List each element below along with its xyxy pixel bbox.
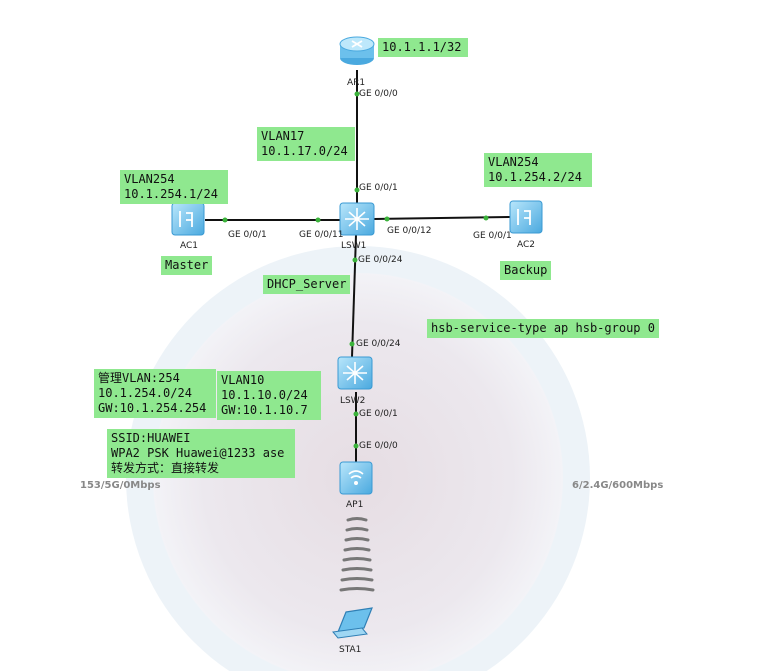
ac-icon-ac2[interactable] xyxy=(509,200,543,234)
port-label-ac1: GE 0/0/1 xyxy=(228,230,267,240)
port-label-ap1-up: GE 0/0/0 xyxy=(359,441,398,451)
port-label-ac2: GE 0/0/1 xyxy=(473,231,512,241)
laptop-icon[interactable] xyxy=(332,607,373,639)
port-label-lsw2-up: GE 0/0/24 xyxy=(356,339,401,349)
port-label-lsw1-left: GE 0/0/11 xyxy=(299,230,344,240)
link-lsw1-lsw2 xyxy=(351,234,357,358)
device-label-ac2: AC2 xyxy=(517,240,536,250)
device-label-ar1: AR1 xyxy=(347,78,366,88)
coverage-rate-right: 6/2.4G/600Mbps xyxy=(572,480,664,491)
note-mgmt-vlan: 管理VLAN:254 10.1.254.0/24 GW:10.1.254.254 xyxy=(94,369,216,418)
note-ssid: SSID:HUAWEI WPA2 PSK Huawei@1233 ase 转发方… xyxy=(107,429,295,478)
note-backup: Backup xyxy=(500,261,552,280)
note-hsb: hsb-service-type ap hsb-group 0 xyxy=(427,319,659,338)
port-label-lsw1-up: GE 0/0/1 xyxy=(359,183,398,193)
ap-icon[interactable] xyxy=(339,461,373,495)
switch-icon-lsw2[interactable] xyxy=(337,356,373,390)
device-label-ac1: AC1 xyxy=(180,241,199,251)
ac-icon-ac1[interactable] xyxy=(171,202,205,236)
note-ac1-vlan: VLAN254 10.1.254.1/24 xyxy=(120,170,228,204)
coverage-rate-left: 153/5G/0Mbps xyxy=(80,480,161,491)
note-vlan10: VLAN10 10.1.10.0/24 GW:10.1.10.7 xyxy=(217,371,321,420)
device-label-lsw1: LSW1 xyxy=(341,241,367,251)
device-label-ap1: AP1 xyxy=(346,500,364,510)
note-ac2-vlan: VLAN254 10.1.254.2/24 xyxy=(484,153,592,187)
note-ar1-ip: 10.1.1.1/32 xyxy=(378,38,468,57)
switch-icon-lsw1[interactable] xyxy=(339,202,375,236)
note-master: Master xyxy=(161,256,213,275)
link-lsw1-ac2 xyxy=(373,216,511,220)
port-label-lsw2-down: GE 0/0/1 xyxy=(359,409,398,419)
port-dots xyxy=(222,91,489,449)
router-icon[interactable] xyxy=(339,36,375,65)
port-label-lsw1-down: GE 0/0/24 xyxy=(358,255,403,265)
wireless-signal xyxy=(339,517,375,592)
port-label-lsw1-right: GE 0/0/12 xyxy=(387,226,432,236)
note-dhcp-server: DHCP_Server xyxy=(263,275,351,294)
note-vlan17: VLAN17 10.1.17.0/24 xyxy=(257,127,355,161)
device-label-sta1: STA1 xyxy=(339,645,362,655)
port-label-ar1-down: GE 0/0/0 xyxy=(359,89,398,99)
device-label-lsw2: LSW2 xyxy=(340,396,366,406)
